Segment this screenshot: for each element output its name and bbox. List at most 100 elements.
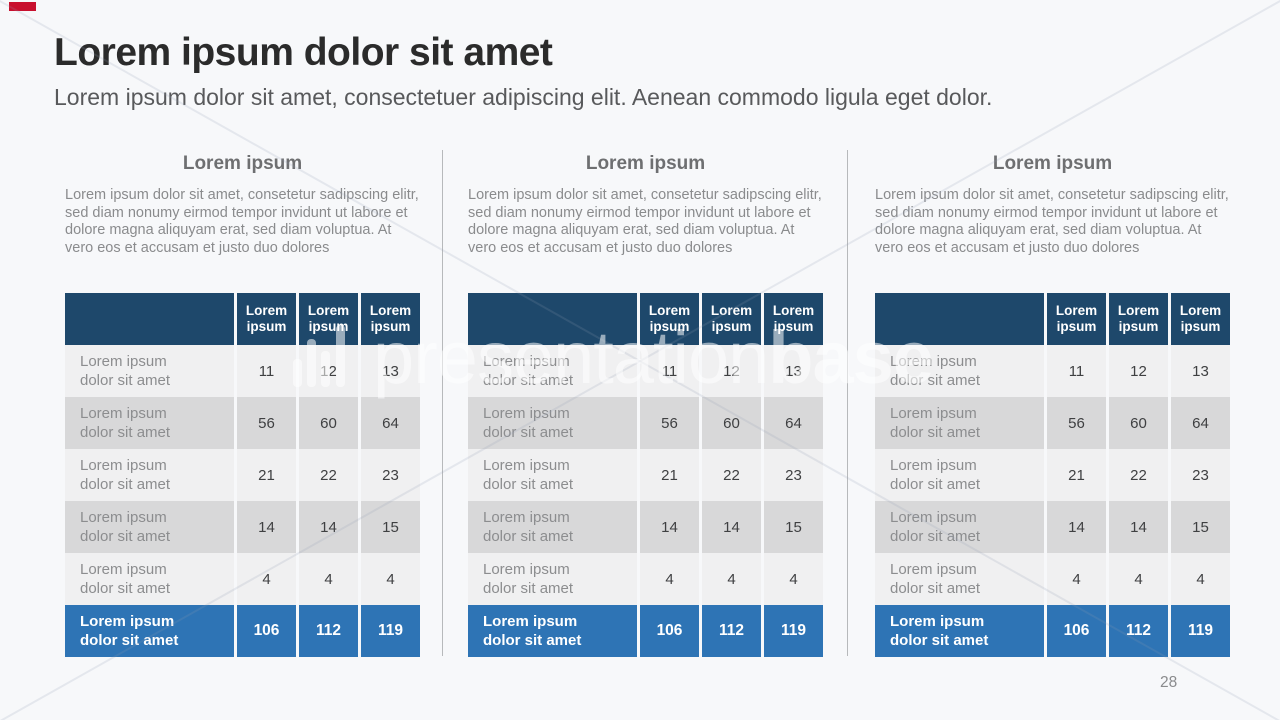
row-label-cell: Lorem ipsum dolor sit amet — [875, 345, 1044, 398]
row-value-cell: 12 — [1106, 345, 1168, 398]
row-value-cell: 23 — [1168, 449, 1230, 502]
content-section: Lorem ipsum Lorem ipsum dolor sit amet, … — [65, 148, 420, 658]
total-value-cell: 112 — [699, 605, 761, 658]
row-value-cell: 12 — [699, 345, 761, 398]
table-total-row: Lorem ipsum dolor sit amet 106 112 119 — [65, 605, 420, 658]
total-label-cell: Lorem ipsum dolor sit amet — [875, 605, 1044, 658]
row-value-cell: 12 — [296, 345, 358, 398]
row-label-cell: Lorem ipsum dolor sit amet — [65, 449, 234, 502]
row-label-cell: Lorem ipsum dolor sit amet — [65, 345, 234, 398]
section-body-text: Lorem ipsum dolor sit amet, consetetur s… — [65, 187, 419, 256]
table-corner-cell — [875, 293, 1044, 346]
table-row: Lorem ipsum dolor sit amet 56 60 64 — [875, 397, 1230, 450]
content-section: Lorem ipsum Lorem ipsum dolor sit amet, … — [875, 148, 1230, 658]
table-row: Lorem ipsum dolor sit amet 4 4 4 — [468, 553, 823, 606]
content-section: Lorem ipsum Lorem ipsum dolor sit amet, … — [468, 148, 823, 658]
section-divider — [847, 150, 848, 656]
page-number: 28 — [1160, 674, 1178, 691]
row-value-cell: 4 — [1168, 553, 1230, 606]
row-value-cell: 22 — [296, 449, 358, 502]
row-value-cell: 13 — [358, 345, 420, 398]
total-label-cell: Lorem ipsum dolor sit amet — [65, 605, 234, 658]
table-row: Lorem ipsum dolor sit amet 56 60 64 — [468, 397, 823, 450]
row-value-cell: 14 — [699, 501, 761, 554]
row-value-cell: 14 — [234, 501, 296, 554]
row-value-cell: 4 — [358, 553, 420, 606]
table-header-row: Lorem ipsum Lorem ipsum Lorem ipsum — [468, 293, 823, 346]
data-table: Lorem ipsum Lorem ipsum Lorem ipsum Lorem … — [468, 293, 823, 658]
section-heading: Lorem ipsum — [585, 153, 706, 174]
table-corner-cell — [468, 293, 637, 346]
table-row: Lorem ipsum dolor sit amet 11 12 13 — [65, 345, 420, 398]
table-row: Lorem ipsum dolor sit amet 11 12 13 — [468, 345, 823, 398]
row-label-cell: Lorem ipsum dolor sit amet — [875, 501, 1044, 554]
table-row: Lorem ipsum dolor sit amet 4 4 4 — [65, 553, 420, 606]
row-value-cell: 4 — [1106, 553, 1168, 606]
row-value-cell: 22 — [699, 449, 761, 502]
row-label-cell: Lorem ipsum dolor sit amet — [65, 397, 234, 450]
row-value-cell: 23 — [761, 449, 823, 502]
row-value-cell: 64 — [761, 397, 823, 450]
total-value-cell: 119 — [358, 605, 420, 658]
row-value-cell: 4 — [761, 553, 823, 606]
row-value-cell: 21 — [234, 449, 296, 502]
table-column-header: Lorem ipsum — [1044, 293, 1106, 346]
row-label-cell: Lorem ipsum dolor sit amet — [875, 397, 1044, 450]
row-value-cell: 21 — [1044, 449, 1106, 502]
section-heading: Lorem ipsum — [182, 153, 303, 174]
table-column-header: Lorem ipsum — [234, 293, 296, 346]
page-title: Lorem ipsum dolor sit amet — [54, 31, 553, 74]
row-label-cell: Lorem ipsum dolor sit amet — [468, 449, 637, 502]
row-label-cell: Lorem ipsum dolor sit amet — [468, 397, 637, 450]
table-row: Lorem ipsum dolor sit amet 21 22 23 — [65, 449, 420, 502]
title-block: Lorem ipsum dolor sit amet Lorem ipsum d… — [54, 30, 1204, 111]
table-total-row: Lorem ipsum dolor sit amet 106 112 119 — [468, 605, 823, 658]
table-column-header: Lorem ipsum — [358, 293, 420, 346]
row-value-cell: 13 — [761, 345, 823, 398]
brand-accent-bar — [9, 2, 36, 11]
total-value-cell: 106 — [1044, 605, 1106, 658]
total-label-cell: Lorem ipsum dolor sit amet — [468, 605, 637, 658]
table-row: Lorem ipsum dolor sit amet 21 22 23 — [468, 449, 823, 502]
row-value-cell: 14 — [637, 501, 699, 554]
table-row: Lorem ipsum dolor sit amet 14 14 15 — [65, 501, 420, 554]
row-label-cell: Lorem ipsum dolor sit amet — [65, 501, 234, 554]
page-subtitle: Lorem ipsum dolor sit amet, consectetuer… — [54, 84, 993, 110]
row-value-cell: 15 — [761, 501, 823, 554]
row-value-cell: 60 — [296, 397, 358, 450]
row-value-cell: 14 — [1044, 501, 1106, 554]
table-row: Lorem ipsum dolor sit amet 21 22 23 — [875, 449, 1230, 502]
row-value-cell: 4 — [234, 553, 296, 606]
total-value-cell: 106 — [637, 605, 699, 658]
total-value-cell: 106 — [234, 605, 296, 658]
section-heading: Lorem ipsum — [992, 153, 1113, 174]
sections: Lorem ipsum Lorem ipsum dolor sit amet, … — [65, 148, 1230, 658]
total-value-cell: 112 — [296, 605, 358, 658]
data-table: Lorem ipsum Lorem ipsum Lorem ipsum Lorem … — [65, 293, 420, 658]
data-table: Lorem ipsum Lorem ipsum Lorem ipsum Lorem … — [875, 293, 1230, 658]
table-row: Lorem ipsum dolor sit amet 4 4 4 — [875, 553, 1230, 606]
row-value-cell: 13 — [1168, 345, 1230, 398]
table-column-header: Lorem ipsum — [699, 293, 761, 346]
table-header-row: Lorem ipsum Lorem ipsum Lorem ipsum — [875, 293, 1230, 346]
table-total-row: Lorem ipsum dolor sit amet 106 112 119 — [875, 605, 1230, 658]
total-value-cell: 119 — [1168, 605, 1230, 658]
row-value-cell: 4 — [699, 553, 761, 606]
row-value-cell: 4 — [1044, 553, 1106, 606]
row-value-cell: 14 — [296, 501, 358, 554]
row-value-cell: 56 — [637, 397, 699, 450]
table-corner-cell — [65, 293, 234, 346]
row-value-cell: 11 — [637, 345, 699, 398]
row-value-cell: 15 — [358, 501, 420, 554]
table-row: Lorem ipsum dolor sit amet 11 12 13 — [875, 345, 1230, 398]
row-value-cell: 60 — [1106, 397, 1168, 450]
row-label-cell: Lorem ipsum dolor sit amet — [65, 553, 234, 606]
row-value-cell: 11 — [234, 345, 296, 398]
table-row: Lorem ipsum dolor sit amet 14 14 15 — [875, 501, 1230, 554]
row-value-cell: 4 — [637, 553, 699, 606]
table-column-header: Lorem ipsum — [1106, 293, 1168, 346]
row-label-cell: Lorem ipsum dolor sit amet — [875, 449, 1044, 502]
row-value-cell: 56 — [1044, 397, 1106, 450]
row-value-cell: 15 — [1168, 501, 1230, 554]
